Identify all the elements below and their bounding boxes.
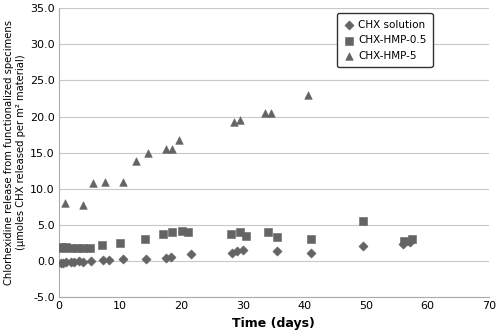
CHX solution	[120, 256, 128, 262]
CHX-HMP-5	[101, 179, 109, 184]
CHX-HMP-0.5	[86, 246, 94, 251]
CHX-HMP-5	[236, 118, 244, 123]
CHX-HMP-0.5	[80, 245, 88, 250]
CHX-HMP-0.5	[242, 233, 250, 238]
CHX solution	[228, 250, 236, 256]
Legend: CHX solution, CHX-HMP-0.5, CHX-HMP-5: CHX solution, CHX-HMP-0.5, CHX-HMP-5	[337, 13, 432, 67]
CHX-HMP-0.5	[160, 231, 168, 236]
CHX solution	[142, 256, 150, 262]
CHX-HMP-0.5	[178, 228, 186, 233]
CHX-HMP-0.5	[67, 245, 75, 250]
CHX-HMP-5	[260, 110, 268, 116]
CHX-HMP-5	[120, 179, 128, 184]
CHX solution	[59, 261, 67, 266]
X-axis label: Time (days): Time (days)	[232, 317, 315, 330]
CHX solution	[74, 258, 82, 264]
CHX-HMP-0.5	[306, 237, 314, 242]
CHX solution	[162, 255, 170, 261]
CHX solution	[166, 255, 174, 260]
CHX solution	[99, 258, 107, 263]
CHX-HMP-0.5	[56, 244, 64, 249]
CHX-HMP-0.5	[168, 229, 176, 235]
CHX-HMP-5	[132, 159, 140, 164]
CHX solution	[306, 250, 314, 256]
CHX solution	[80, 259, 88, 265]
CHX-HMP-0.5	[141, 237, 149, 242]
CHX solution	[62, 260, 70, 265]
CHX solution	[239, 247, 247, 253]
CHX solution	[87, 259, 95, 264]
CHX solution	[105, 257, 113, 262]
CHX solution	[56, 260, 64, 266]
CHX-HMP-0.5	[236, 229, 244, 235]
CHX-HMP-5	[80, 202, 88, 207]
CHX solution	[273, 248, 281, 254]
CHX-HMP-5	[304, 92, 312, 98]
Y-axis label: Chlorhexidine release from functionalized specimens
(μmoles CHX released per m² : Chlorhexidine release from functionalize…	[4, 20, 26, 285]
CHX-HMP-0.5	[59, 245, 67, 250]
CHX-HMP-5	[352, 60, 360, 65]
CHX-HMP-0.5	[359, 218, 367, 224]
CHX-HMP-0.5	[116, 240, 124, 245]
CHX-HMP-0.5	[184, 229, 192, 235]
CHX solution	[399, 241, 407, 246]
CHX solution	[359, 243, 367, 249]
CHX solution	[70, 259, 78, 265]
CHX-HMP-0.5	[408, 237, 416, 242]
CHX-HMP-0.5	[400, 238, 408, 243]
CHX-HMP-0.5	[264, 229, 272, 235]
CHX-HMP-5	[174, 137, 182, 142]
CHX-HMP-5	[61, 200, 69, 206]
CHX solution	[67, 260, 75, 265]
CHX-HMP-0.5	[62, 244, 70, 249]
CHX-HMP-5	[266, 110, 274, 116]
CHX solution	[187, 252, 195, 257]
CHX-HMP-5	[230, 119, 238, 124]
CHX solution	[233, 248, 241, 254]
CHX-HMP-0.5	[273, 234, 281, 240]
CHX-HMP-0.5	[227, 231, 235, 237]
CHX-HMP-0.5	[74, 246, 82, 251]
CHX-HMP-5	[402, 32, 410, 37]
CHX-HMP-5	[144, 150, 152, 155]
CHX solution	[406, 239, 414, 245]
CHX-HMP-5	[168, 146, 176, 152]
CHX-HMP-5	[162, 146, 170, 152]
CHX-HMP-5	[88, 180, 96, 186]
CHX-HMP-0.5	[98, 242, 106, 248]
